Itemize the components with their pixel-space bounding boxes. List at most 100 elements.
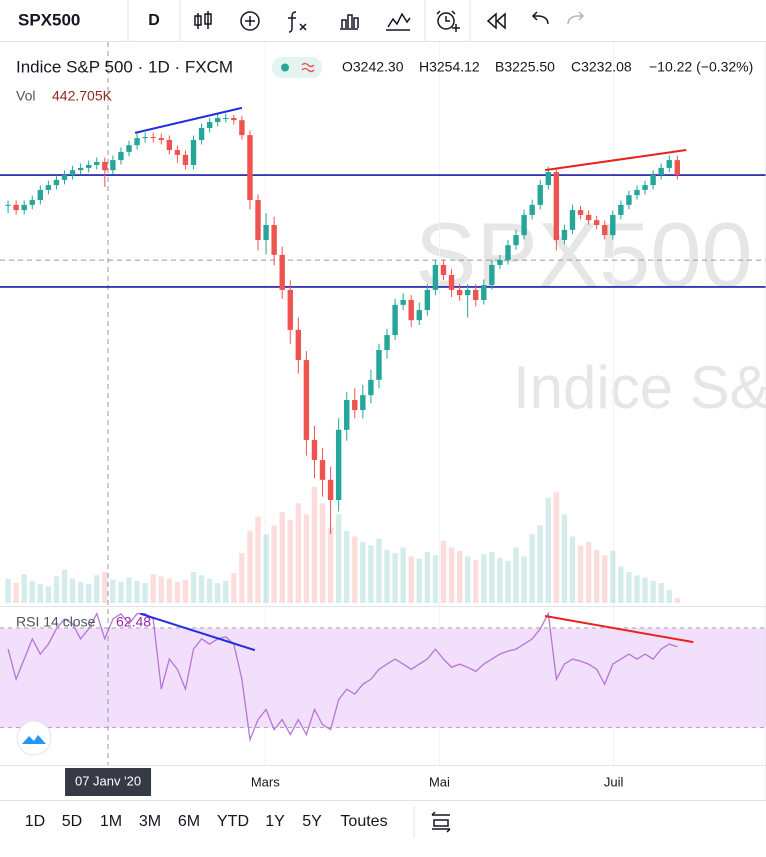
range-button[interactable]: Toutes <box>340 813 387 830</box>
date-range-icon[interactable] <box>431 811 451 833</box>
range-button[interactable]: 1D <box>25 813 45 830</box>
candle-body <box>545 172 551 186</box>
candle-body <box>13 204 19 211</box>
watermark-group: SPX500 Indice S&P 500 <box>415 204 766 421</box>
volume-bar <box>53 576 60 603</box>
volume-bar <box>505 560 511 603</box>
volume-bar <box>650 580 656 603</box>
candle-body <box>368 379 374 396</box>
volume-bar <box>666 589 672 603</box>
crosshair-label-bg <box>65 768 152 796</box>
crosshair-label: 07 Janv '20 <box>75 773 141 788</box>
candle-body <box>344 399 350 430</box>
volume-bar <box>529 534 535 603</box>
candle-body <box>642 185 648 190</box>
candle-body <box>206 122 213 129</box>
candle-body <box>190 139 197 165</box>
volume-bar <box>384 549 390 603</box>
range-button[interactable]: 6M <box>178 813 200 830</box>
range-button[interactable]: 5D <box>62 813 82 830</box>
volume-bar <box>674 598 681 603</box>
candle-body <box>311 439 318 461</box>
range-button[interactable]: YTD <box>217 813 249 830</box>
volume-bar <box>618 566 624 603</box>
toolbar-icons[interactable] <box>194 10 549 33</box>
volume-bar <box>642 577 648 603</box>
volume-bar <box>658 583 664 603</box>
candle-body <box>537 185 543 205</box>
candle-body <box>384 335 390 351</box>
candle-body <box>561 229 568 240</box>
candle-body <box>497 260 503 265</box>
volume-bar <box>37 584 44 603</box>
candle-body <box>94 161 100 165</box>
candle-body <box>110 160 116 171</box>
candle-body <box>666 160 672 168</box>
volume-bar <box>239 553 245 603</box>
candle-body <box>360 395 366 411</box>
volume-bar <box>263 534 269 603</box>
volume-bar <box>481 554 487 603</box>
candle-body <box>45 185 52 190</box>
range-button[interactable]: 5Y <box>302 813 322 830</box>
volume-bar <box>448 547 455 603</box>
volume-bar <box>279 512 285 603</box>
symbol[interactable]: SPX500 <box>18 10 80 29</box>
rsi-trend-line <box>544 614 694 644</box>
candle-body <box>626 195 632 205</box>
candle-body <box>553 172 560 240</box>
candle-body <box>231 117 237 121</box>
volume-bar <box>319 503 326 603</box>
candle-body <box>618 204 624 215</box>
candle-body <box>271 225 277 255</box>
trend-line <box>544 149 687 172</box>
rsi-trend-line <box>139 612 256 652</box>
volume-bar <box>21 574 27 603</box>
candle-body <box>118 151 124 161</box>
volume-bar <box>29 580 35 603</box>
volume-bar <box>553 492 560 603</box>
volume-bar <box>513 547 519 603</box>
interval[interactable]: D <box>148 12 160 29</box>
redo-icon[interactable] <box>567 11 585 25</box>
legend-low: B3225.50 <box>495 59 555 75</box>
volume-bar <box>416 558 422 603</box>
candle-body <box>650 175 656 186</box>
volume-bar <box>303 514 310 603</box>
legend-close: C3232.08 <box>571 59 632 75</box>
range-button[interactable]: 3M <box>139 813 161 830</box>
status-pill[interactable] <box>272 57 322 78</box>
volume-bar <box>569 536 576 603</box>
volume-bar <box>271 525 277 603</box>
trend-line <box>134 106 243 134</box>
candle-body <box>416 310 422 321</box>
candle-body <box>102 161 108 171</box>
range-button[interactable]: 1M <box>100 813 122 830</box>
candle-body <box>408 300 414 321</box>
logo-mark <box>22 735 46 744</box>
candle-body <box>37 189 44 201</box>
candle-body <box>529 204 535 215</box>
volume-bar <box>440 540 447 603</box>
candle-body <box>142 136 148 139</box>
volume-bar <box>344 530 350 603</box>
volume-bar <box>456 550 463 603</box>
range-button[interactable]: 1Y <box>265 813 285 830</box>
logo[interactable] <box>16 720 52 756</box>
candle-body <box>658 167 664 176</box>
rsi-label: RSI 14 close <box>16 614 96 630</box>
candle-body <box>513 235 519 246</box>
volume-bar <box>118 581 124 603</box>
volume-bar <box>13 583 19 603</box>
candle-body <box>77 167 84 171</box>
volume-bar <box>61 569 68 603</box>
volume-bar <box>85 584 92 603</box>
volume-bar <box>593 549 600 603</box>
volume-bar <box>400 547 406 603</box>
candle-body <box>456 289 463 296</box>
volume-bar <box>190 571 197 603</box>
candle-body <box>432 264 439 290</box>
volume-bar <box>255 516 261 603</box>
